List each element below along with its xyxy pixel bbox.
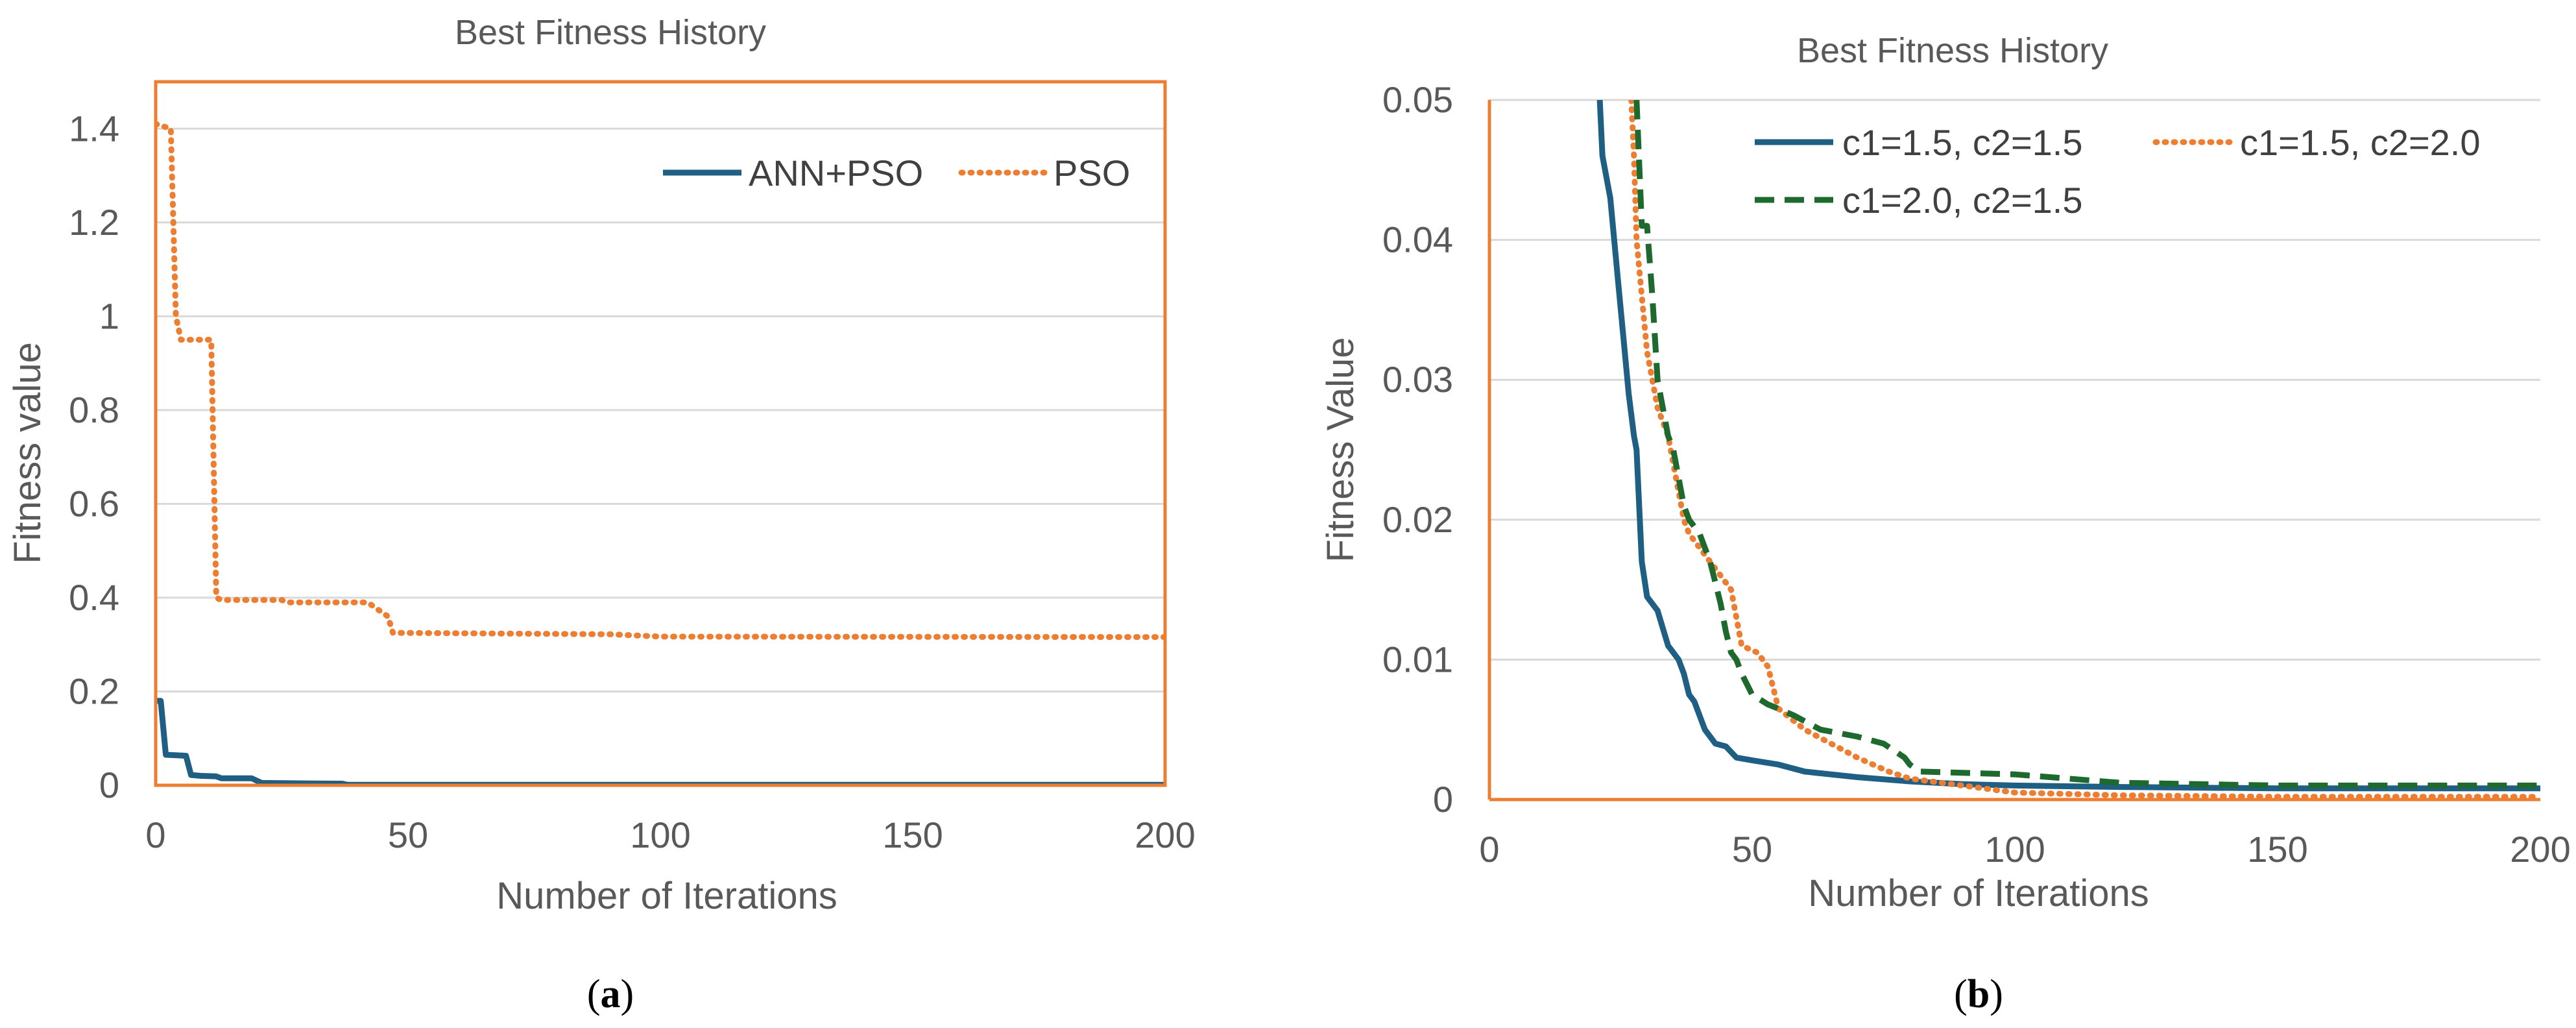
series-line-pso (156, 121, 1165, 641)
chart-a-y-ticks: 0 0.2 0.4 0.6 0.8 1 1.2 1.4 (69, 108, 119, 805)
x-tick-label: 0 (145, 814, 165, 855)
chart-b-series (1596, 100, 2540, 800)
x-tick-label: 150 (882, 814, 943, 855)
y-tick-label: 0.4 (69, 577, 119, 618)
series-line-c1-1-5-c2-1-5 (1596, 100, 2540, 792)
caption-a: (a) (587, 972, 634, 1016)
chart-a: Best Fitness History 0 0.2 0.4 0.6 0.8 1 1.2 1.… (6, 13, 1196, 1016)
y-tick-label: 0.02 (1382, 499, 1453, 540)
y-tick-label: 0.8 (69, 389, 119, 430)
chart-b-legend: c1=1.5, c2=1.5 c1=1.5, c2=2.0 c1=2.0, c2… (1755, 122, 2481, 221)
chart-b-x-label: Number of Iterations (1808, 872, 2149, 914)
x-tick-label: 150 (2247, 829, 2307, 870)
y-tick-label: 0.01 (1382, 639, 1453, 679)
x-tick-label: 200 (2510, 829, 2570, 870)
legend-label-c15-c15: c1=1.5, c2=1.5 (1842, 122, 2083, 163)
y-tick-label: 0.03 (1382, 359, 1453, 400)
legend-label-c15-c20: c1=1.5, c2=2.0 (2240, 122, 2481, 163)
chart-b-x-ticks: 0 50 100 150 200 (1479, 829, 2570, 870)
x-tick-label: 100 (630, 814, 690, 855)
chart-b: Best Fitness History 0 0.01 0.02 0.03 0.04 0.… (1319, 31, 2571, 1016)
chart-b-gridlines (1489, 99, 2540, 661)
y-tick-label: 0.2 (69, 670, 119, 711)
chart-a-title: Best Fitness History (455, 13, 766, 52)
chart-b-y-ticks: 0 0.01 0.02 0.03 0.04 0.05 (1382, 79, 1453, 820)
x-tick-label: 200 (1135, 814, 1195, 855)
legend-label-ann-pso: ANN+PSO (749, 153, 923, 193)
chart-a-legend: ANN+PSO PSO (663, 153, 1130, 193)
x-tick-label: 100 (1984, 829, 2045, 870)
chart-a-y-label: Fitness value (6, 342, 49, 564)
legend-label-c20-c15: c1=2.0, c2=1.5 (1842, 180, 2083, 221)
y-tick-label: 1.2 (69, 202, 119, 243)
y-tick-label: 0 (99, 765, 119, 805)
y-tick-label: 0.6 (69, 483, 119, 524)
y-tick-label: 1.4 (69, 108, 119, 149)
x-tick-label: 0 (1479, 829, 1499, 870)
legend-label-pso: PSO (1053, 153, 1130, 193)
x-tick-label: 50 (388, 814, 428, 855)
chart-a-x-ticks: 0 50 100 150 200 (145, 814, 1195, 855)
y-tick-label: 0 (1433, 779, 1453, 820)
y-tick-label: 0.04 (1382, 219, 1453, 260)
chart-a-x-label: Number of Iterations (496, 875, 837, 917)
chart-b-y-label: Fitness Value (1319, 337, 1362, 562)
caption-b: (b) (1954, 972, 2003, 1016)
series-line-c1-1-5-c2-2-0 (1628, 100, 2540, 800)
chart-a-series (156, 121, 1165, 785)
x-tick-label: 50 (1732, 829, 1772, 870)
series-line-c1-2-0-c2-1-5 (1633, 100, 2540, 789)
chart-a-gridlines (156, 127, 1165, 692)
chart-b-title: Best Fitness History (1797, 31, 2108, 70)
y-tick-label: 0.05 (1382, 79, 1453, 120)
y-tick-label: 1 (99, 295, 119, 336)
chart-a-plot-border (154, 80, 1167, 787)
series-line-ann-pso (156, 698, 1165, 785)
